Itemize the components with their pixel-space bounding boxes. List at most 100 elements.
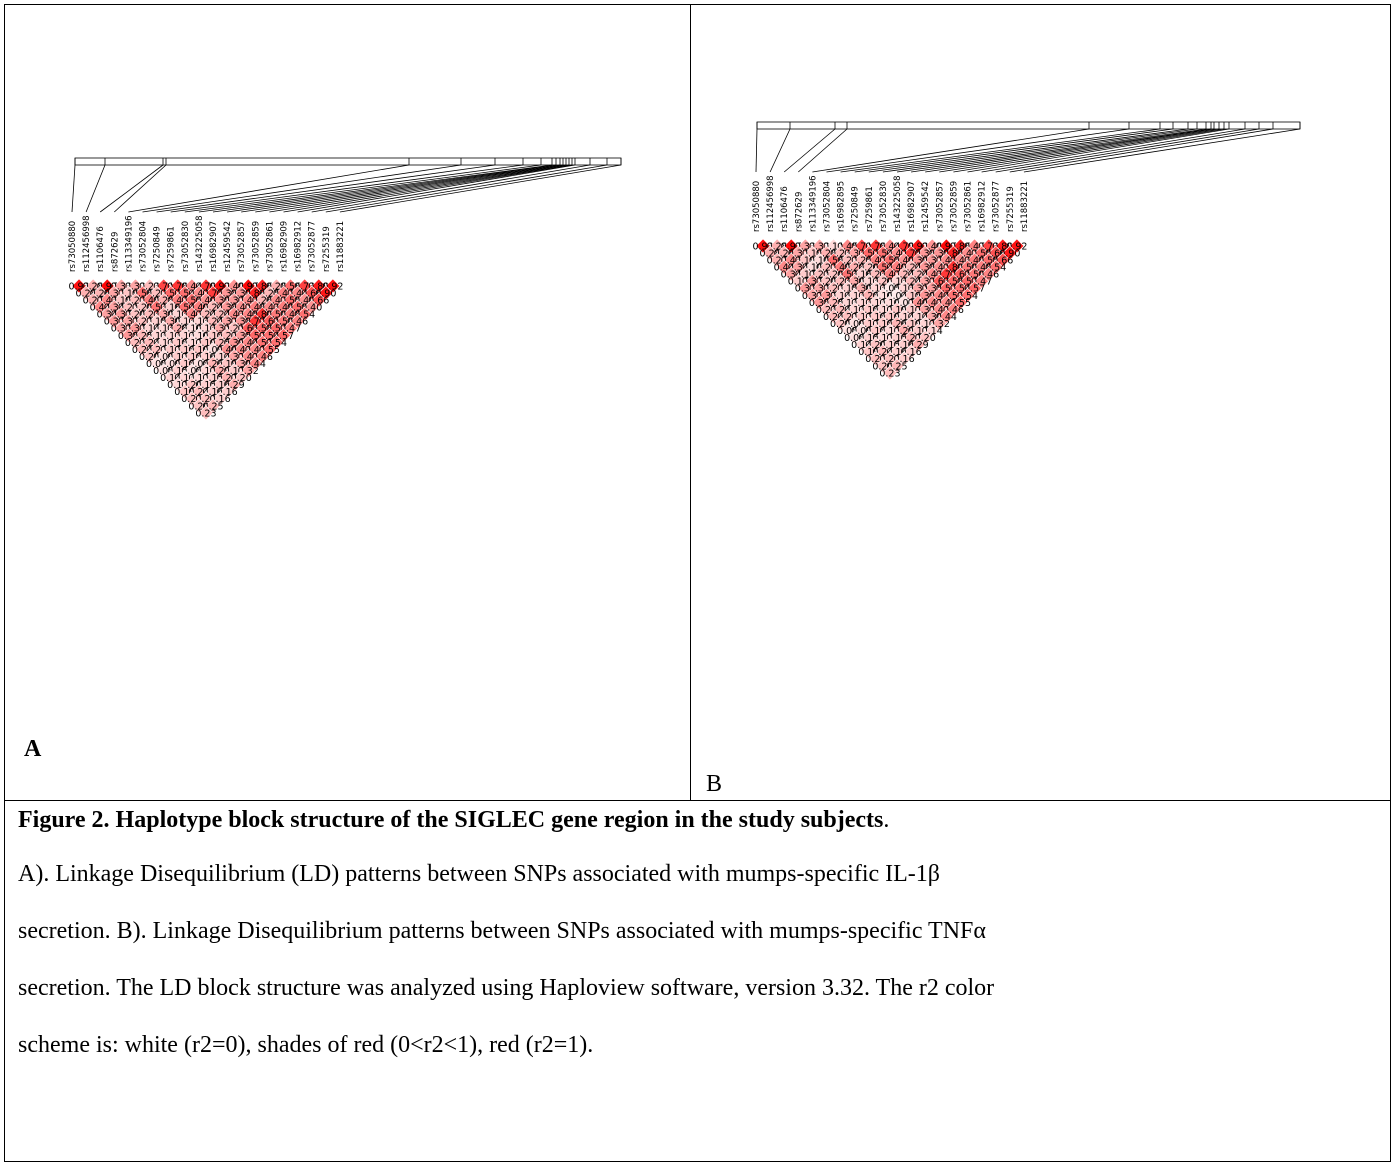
ld-value-label: 0.32 <box>111 324 132 335</box>
ld-value-label: 0.53 <box>943 291 964 302</box>
ld-value-label: 0.12 <box>195 366 216 377</box>
ld-value-label: 0.13 <box>160 331 181 342</box>
ld-value-label: 0.24 <box>195 310 216 321</box>
snp-connector-line <box>953 128 1225 173</box>
ld-value-label: 0.42 <box>886 248 907 259</box>
ld-value-label: 0.73 <box>978 241 999 252</box>
ld-value-label: 0.23 <box>865 270 886 281</box>
ld-value-label: 0.15 <box>146 317 167 328</box>
ld-value-label: 0.19 <box>802 248 823 259</box>
ld-value-label: 0.49 <box>139 296 160 307</box>
ld-value-label: 0.47 <box>879 270 900 281</box>
ld-value-label: 0.42 <box>957 248 978 259</box>
snp-connector-line <box>325 164 608 213</box>
ld-value-label: 0.39 <box>929 248 950 259</box>
ld-value-label: 0.09 <box>851 326 872 337</box>
ld-value-label: 0.34 <box>788 263 809 274</box>
ld-value-label: 0.09 <box>202 345 223 356</box>
ld-value-label: 0.13 <box>844 305 865 316</box>
ld-value-label: 0.78 <box>865 241 886 252</box>
ld-value-label: 0.53 <box>252 338 273 349</box>
ld-value-label: 0.40 <box>294 296 315 307</box>
ld-value-label: 0.24 <box>893 270 914 281</box>
ld-value-label: 0.37 <box>816 291 837 302</box>
snp-label: rs16982909 <box>280 221 290 272</box>
snp-connector-line <box>71 164 76 213</box>
ld-value-label: 0.56 <box>132 288 153 299</box>
ld-value-label: 0.37 <box>922 256 943 267</box>
snp-label: rs872629 <box>110 232 120 272</box>
ld-value-label: 0.18 <box>181 352 202 363</box>
ld-value-label: 0.16 <box>195 352 216 363</box>
snp-connector-line <box>896 128 1207 173</box>
ld-value-label: 0.48 <box>971 263 992 274</box>
ld-value-label: 0.41 <box>929 263 950 274</box>
ld-value-label: 0.40 <box>893 256 914 267</box>
ld-value-label: 0.56 <box>280 281 301 292</box>
snp-label: rs73052877 <box>992 181 1002 232</box>
ld-value-label: 0.16 <box>217 387 238 398</box>
ld-value-label: 0.32 <box>238 366 259 377</box>
snp-connector-line <box>854 128 1174 173</box>
ld-value-label: 0.20 <box>181 380 202 391</box>
ld-value-label: 0.23 <box>830 277 851 288</box>
ld-value-label: 0.19 <box>118 288 139 299</box>
ld-value-label: 0.17 <box>788 277 809 288</box>
ld-value-label: 0.32 <box>217 317 238 328</box>
ld-value-label: 0.54 <box>985 263 1006 274</box>
ld-value-label: 0.09 <box>160 359 181 370</box>
ld-value-label: 0.26 <box>886 319 907 330</box>
ld-value-label: 0.18 <box>901 291 922 302</box>
ld-value-label: 0.19 <box>174 387 195 398</box>
ld-value-label: 0.30 <box>851 284 872 295</box>
ld-value-label: 0.14 <box>830 291 851 302</box>
ld-value-label: 0.38 <box>915 248 936 259</box>
ld-value-label: 0.32 <box>802 291 823 302</box>
ld-value-label: 0.25 <box>202 401 223 412</box>
ld-matrix: 0.930.280.970.330.320.110.450.710.780.44… <box>752 238 1027 381</box>
ld-value-label: 0.57 <box>266 324 287 335</box>
ld-value-label: 0.10 <box>188 331 209 342</box>
ld-value-label: 0.13 <box>174 373 195 384</box>
ld-value-label: 0.49 <box>830 263 851 274</box>
ld-value-label: 0.44 <box>90 303 111 314</box>
ld-value-label: 0.34 <box>104 303 125 314</box>
ld-value-label: 0.44 <box>774 263 795 274</box>
ld-value-label: 0.42 <box>188 288 209 299</box>
ld-value-label: 0.42 <box>238 352 259 363</box>
ld-value-label: 0.49 <box>964 256 985 267</box>
snp-connector-line <box>911 128 1212 173</box>
snp-label: rs872629 <box>794 192 804 232</box>
ld-value-label: 0.18 <box>865 312 886 323</box>
ld-value-label: 0.97 <box>97 281 118 292</box>
ld-value-label: 0.12 <box>872 305 893 316</box>
ld-value-label: 0.57 <box>936 284 957 295</box>
ld-value-label: 0.13 <box>893 284 914 295</box>
ld-value-label: 0.19 <box>879 312 900 323</box>
ld-value-label: 0.44 <box>245 359 266 370</box>
snp-label: rs7255319 <box>1006 186 1016 232</box>
ld-value-label: 0.66 <box>985 248 1006 259</box>
ld-value-label: 0.49 <box>188 303 209 314</box>
ld-value-label: 0.11 <box>823 241 844 252</box>
caption-line: secretion. The LD block structure was an… <box>18 975 995 1001</box>
ld-value-label: 0.22 <box>865 354 886 365</box>
ld-value-label: 0.32 <box>224 352 245 363</box>
ld-value-label: 0.49 <box>273 303 294 314</box>
ld-value-label: 0.24 <box>202 317 223 328</box>
ld-value-label: 0.20 <box>865 340 886 351</box>
snp-connector-line <box>826 128 1130 173</box>
ld-value-label: 0.50 <box>964 270 985 281</box>
ld-value-label: 0.92 <box>908 241 929 252</box>
ld-value-label: 0.13 <box>844 291 865 302</box>
ld-value-label: 0.16 <box>209 380 230 391</box>
ld-value-label: 0.50 <box>957 263 978 274</box>
ld-value-label: 0.47 <box>273 288 294 299</box>
snp-connector-line <box>170 164 524 213</box>
snp-label: rs7250849 <box>153 226 163 272</box>
caption-title-period: . <box>883 807 890 833</box>
ld-value-label: 0.20 <box>830 319 851 330</box>
ld-value-label: 0.47 <box>280 324 301 335</box>
ld-cell <box>882 365 898 381</box>
ld-value-label: 0.13 <box>167 310 188 321</box>
